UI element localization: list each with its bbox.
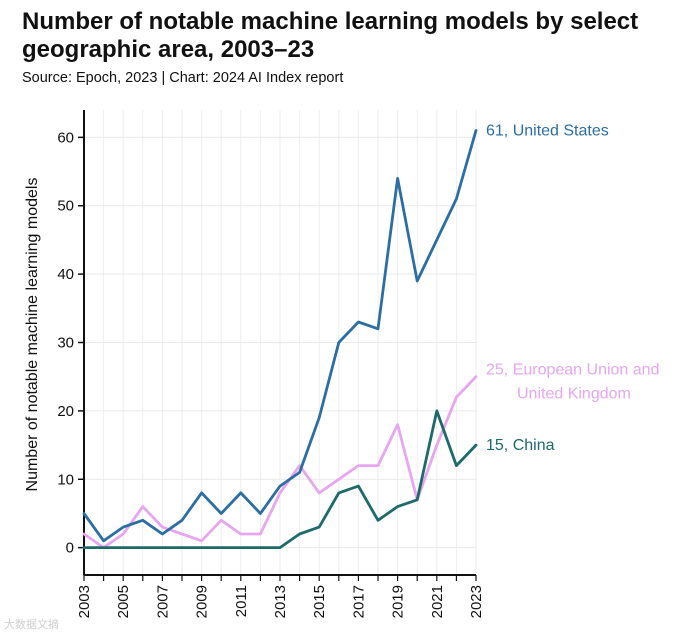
- watermark-text: 大数据文摘: [4, 619, 59, 631]
- chart-title: Number of notable machine learning model…: [22, 8, 639, 63]
- series-line-china: [82, 409, 478, 549]
- x-tick-label: 2003: [76, 585, 93, 618]
- end-label-european-union: 25, European Union and: [486, 362, 659, 379]
- x-tick-label: 2023: [468, 585, 485, 618]
- y-tick-label: 60: [57, 129, 74, 146]
- x-tick-label: 2019: [390, 585, 407, 618]
- x-tick-label: 2013: [272, 585, 289, 618]
- x-tick-label: 2009: [194, 585, 211, 618]
- series-line-european-union-and-united-kingdom: [82, 375, 478, 549]
- x-tick-label: 2005: [115, 585, 132, 618]
- end-label-european-union-line2: United Kingdom: [517, 386, 631, 403]
- x-tick-label: 2015: [311, 585, 328, 618]
- series-line-united-states: [82, 129, 478, 543]
- y-tick-label: 10: [57, 471, 74, 488]
- y-tick-label: 40: [57, 266, 74, 283]
- y-tick-label: 0: [66, 540, 74, 557]
- x-tick-label: 2011: [233, 585, 250, 617]
- x-tick-label: 2007: [154, 585, 171, 618]
- x-tick-label: 2021: [429, 585, 446, 618]
- x-tick-label: 2017: [350, 585, 367, 618]
- y-axis-title: Number of notable machine learning model…: [24, 178, 41, 492]
- y-tick-label: 30: [57, 335, 74, 352]
- y-tick-label: 20: [57, 403, 74, 420]
- y-tick-label: 50: [57, 198, 74, 215]
- chart-source: Source: Epoch, 2023 | Chart: 2024 AI Ind…: [22, 70, 344, 86]
- end-label-china: 15, China: [486, 437, 555, 454]
- end-label-united-states: 61, United States: [486, 123, 609, 140]
